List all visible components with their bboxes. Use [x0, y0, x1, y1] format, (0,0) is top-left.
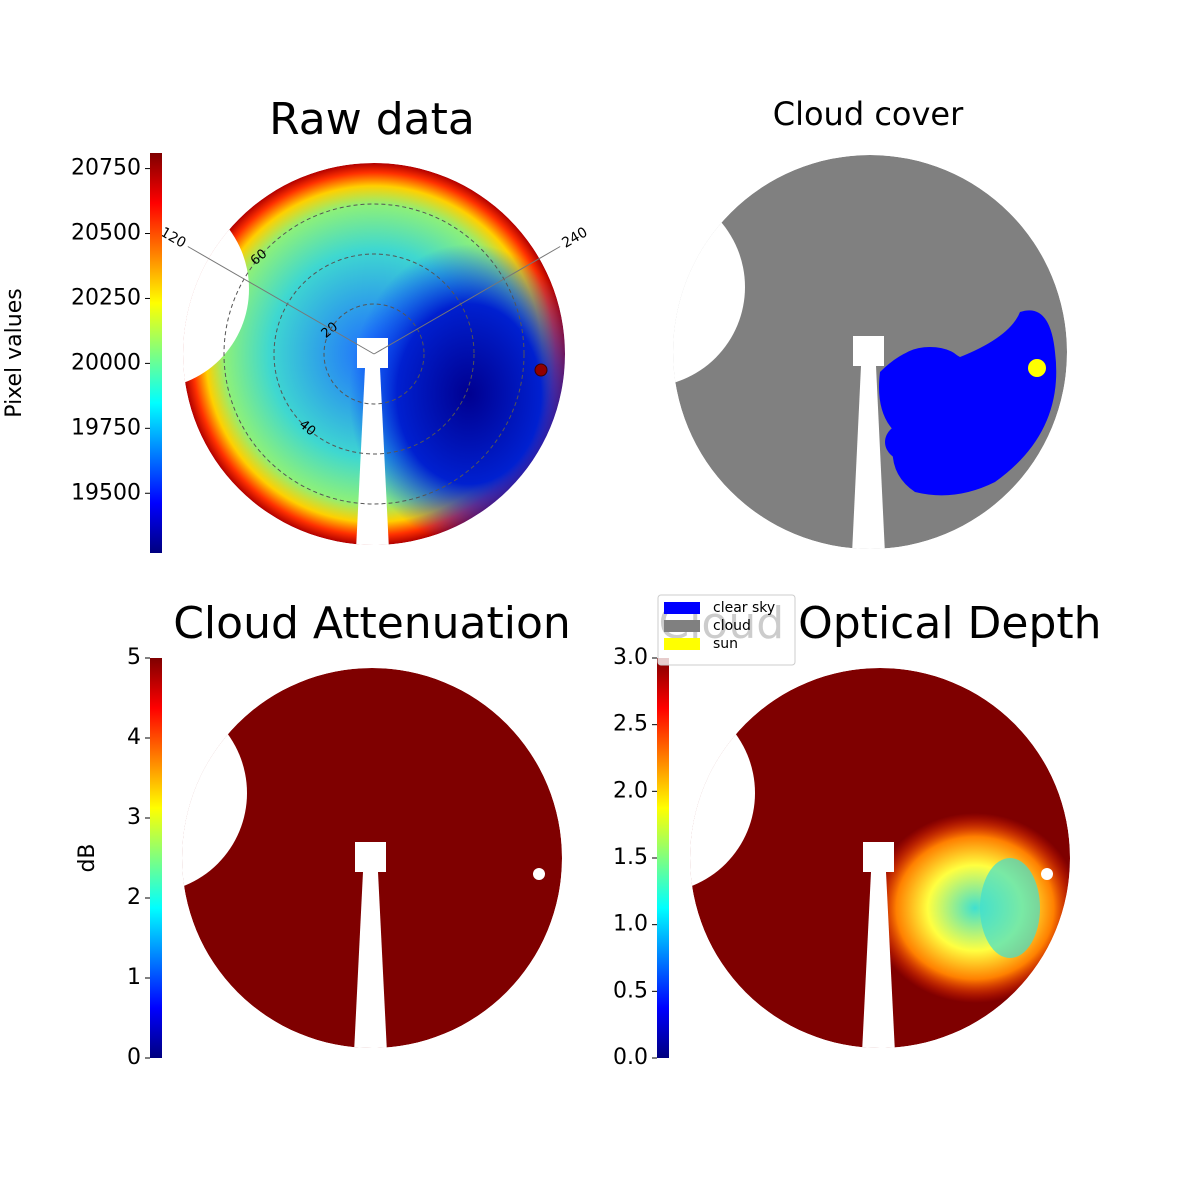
panel-title: Cloud Attenuation: [173, 598, 571, 649]
colorbar-tick-label: 2.0: [613, 778, 648, 803]
colorbar-tick-label: 3: [127, 805, 141, 830]
legend-label: clear sky: [713, 600, 775, 616]
colorbar-tick-label: 1.0: [613, 912, 648, 937]
polar-spoke-label: 240: [559, 224, 590, 251]
mast: [862, 872, 895, 1048]
colorbar: [150, 658, 162, 1058]
colorbar-tick-label: 0.5: [613, 978, 648, 1003]
colorbar-tick-label: 20000: [71, 350, 141, 375]
sky-image: [673, 155, 1067, 549]
mast-top: [853, 336, 884, 366]
colorbar-tick-label: 20250: [71, 285, 141, 310]
colorbar: [150, 153, 162, 553]
colorbar-tick-label: 2: [127, 885, 141, 910]
sun-spot: [534, 363, 548, 377]
polar-spoke: [187, 246, 375, 355]
sun-spot: [533, 868, 545, 880]
sun-spot: [1028, 359, 1046, 377]
colorbar-tick-label: 19750: [71, 415, 141, 440]
panel-title: Cloud cover: [773, 95, 964, 133]
polar-ring: [223, 203, 525, 505]
colorbar-tick-label: 2.5: [613, 712, 648, 737]
colorbar-label: dB: [75, 843, 100, 872]
colorbar-tick-label: 0: [127, 1045, 141, 1070]
cod-region: [980, 858, 1040, 958]
colorbar-label: Pixel values: [2, 288, 27, 417]
polar-spoke: [373, 246, 561, 355]
sky-image: [182, 668, 562, 1048]
legend-label: sun: [713, 636, 738, 652]
cod-region: [870, 813, 1070, 1003]
clear-region: [885, 422, 935, 462]
notch: [673, 187, 745, 387]
mast-top: [863, 842, 894, 872]
colorbar-tick-label: 4: [127, 725, 141, 750]
colorbar-tick-label: 19500: [71, 480, 141, 505]
mast: [354, 872, 387, 1048]
sun-spot: [1041, 868, 1053, 880]
colorbar-tick-label: 3.0: [613, 645, 648, 670]
clear-region: [900, 347, 960, 377]
legend-swatch: [664, 620, 700, 632]
polar-ring: [273, 253, 475, 455]
mast: [356, 368, 389, 545]
colorbar-tick-label: 20750: [71, 156, 141, 181]
colorbar-tick-label: 5: [127, 645, 141, 670]
legend-label: cloud: [713, 618, 751, 634]
colorbar-tick-label: 1.5: [613, 845, 648, 870]
colorbar-tick-label: 20500: [71, 221, 141, 246]
colorbar-tick-label: 0.0: [613, 1045, 648, 1070]
panel-title: Raw data: [269, 94, 475, 145]
colorbar-tick-label: 1: [127, 965, 141, 990]
colorbar: [657, 658, 669, 1058]
legend-swatch: [664, 602, 700, 614]
legend-swatch: [664, 638, 700, 650]
mast: [852, 366, 885, 549]
polar-spoke-label: 120: [158, 224, 189, 251]
polar-ring: [323, 303, 425, 405]
mast-top: [355, 842, 386, 872]
notch: [690, 693, 755, 893]
